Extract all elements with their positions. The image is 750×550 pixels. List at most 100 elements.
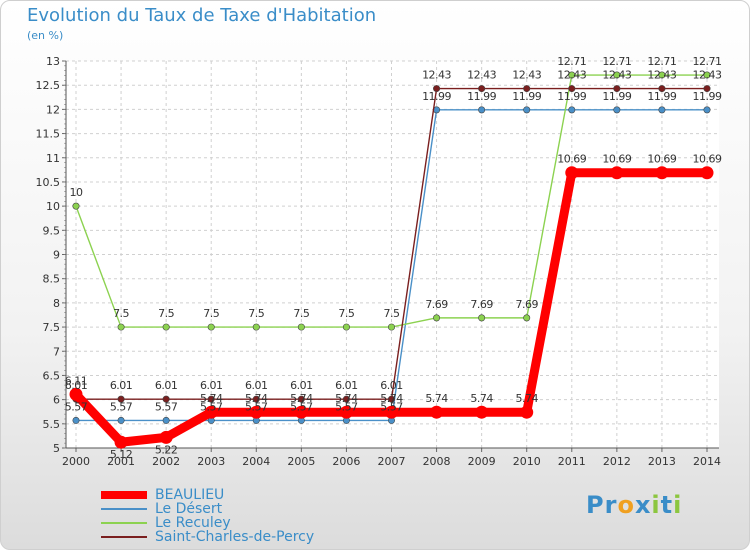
- data-label: 6.01: [380, 379, 403, 392]
- data-label: 7.5: [113, 307, 129, 320]
- data-label: 11.99: [422, 90, 451, 103]
- data-label: 5.57: [245, 400, 268, 413]
- data-point: [613, 71, 621, 79]
- data-label: 5.57: [155, 400, 178, 413]
- data-point: [523, 106, 531, 114]
- y-tick-label: 11.5: [36, 128, 61, 141]
- legend-label: Le Désert: [155, 501, 223, 517]
- data-label: 6.01: [110, 379, 133, 392]
- data-label: 12.71: [693, 55, 722, 68]
- logo-letter: i: [651, 491, 661, 519]
- data-point: [523, 85, 531, 93]
- data-label: 6.01: [155, 379, 178, 392]
- data-point: [433, 314, 441, 322]
- data-point: [613, 85, 621, 93]
- data-label: 6.01: [290, 379, 313, 392]
- data-label: 10.69: [557, 153, 586, 166]
- y-tick-label: 5.5: [43, 418, 61, 431]
- data-point: [117, 323, 125, 331]
- data-label: 10: [70, 186, 83, 199]
- x-tick-label: 2012: [603, 455, 631, 468]
- series-saint-charles-de-percy: [72, 85, 711, 403]
- data-label: 11.99: [512, 90, 541, 103]
- data-label: 12.43: [647, 69, 676, 82]
- data-label: 12.43: [422, 69, 451, 82]
- data-label: 5.74: [200, 392, 223, 405]
- data-label: 7.69: [425, 298, 448, 311]
- y-tick-label: 5: [53, 442, 60, 455]
- data-label: 12.43: [557, 69, 586, 82]
- data-label: 7.5: [203, 307, 219, 320]
- data-point: [703, 85, 711, 93]
- logo-letter: i: [673, 491, 683, 519]
- data-point: [658, 85, 666, 93]
- logo-letter: t: [660, 491, 674, 519]
- data-point: [252, 395, 260, 403]
- data-label: 5.74: [425, 392, 448, 405]
- data-label: 5.74: [470, 392, 493, 405]
- data-label: 11.99: [467, 90, 496, 103]
- data-point: [342, 323, 350, 331]
- data-point: [433, 85, 441, 93]
- data-point: [114, 435, 128, 449]
- logo-letter: o: [617, 491, 635, 519]
- data-point: [385, 405, 398, 419]
- series-le-d-sert: [72, 106, 711, 424]
- legend-label: Le Reculey: [155, 515, 231, 531]
- data-label: 5.57: [65, 400, 88, 413]
- x-tick-label: 2010: [513, 455, 541, 468]
- data-label: 6.01: [335, 379, 358, 392]
- data-point: [523, 314, 531, 322]
- data-point: [655, 166, 669, 180]
- legend-label: BEAULIEU: [155, 487, 225, 503]
- logo-letter: r: [604, 491, 618, 519]
- data-point: [478, 314, 486, 322]
- y-tick-label: 12.5: [36, 79, 61, 92]
- data-label: 5.74: [335, 392, 358, 405]
- data-point: [204, 405, 218, 419]
- data-label: 6.01: [65, 379, 88, 392]
- data-label: 6.01: [200, 379, 223, 392]
- y-tick-label: 10.5: [36, 176, 61, 189]
- data-label: 11.99: [602, 90, 631, 103]
- y-tick-label: 6: [53, 394, 60, 407]
- data-point: [297, 323, 305, 331]
- data-point: [520, 405, 534, 419]
- data-label: 6.01: [245, 379, 268, 392]
- data-point: [207, 395, 215, 403]
- data-label: 11.99: [693, 90, 722, 103]
- data-point: [430, 405, 444, 419]
- data-label: 11.99: [647, 90, 676, 103]
- legend-swatch: [101, 522, 147, 524]
- data-label: 12.71: [602, 55, 631, 68]
- data-point: [703, 71, 711, 79]
- data-point: [162, 416, 170, 424]
- logo-letter: x: [634, 491, 652, 519]
- data-point: [475, 405, 489, 419]
- data-point: [339, 405, 353, 419]
- data-point: [117, 395, 125, 403]
- data-label: 5.57: [200, 400, 223, 413]
- x-tick-label: 2007: [378, 455, 406, 468]
- data-label: 12.71: [647, 55, 676, 68]
- data-point: [610, 166, 624, 180]
- x-tick-label: 2004: [242, 455, 270, 468]
- y-tick-label: 7: [53, 345, 60, 358]
- legend-label: Saint-Charles-de-Percy: [155, 529, 315, 545]
- data-point: [565, 166, 579, 180]
- x-tick-label: 2008: [423, 455, 451, 468]
- y-tick-label: 8.5: [43, 273, 61, 286]
- data-label: 5.57: [335, 400, 358, 413]
- legend-swatch: [101, 508, 147, 510]
- data-label: 12.43: [512, 69, 541, 82]
- y-tick-label: 9: [53, 249, 60, 262]
- legend-swatch: [101, 491, 147, 499]
- data-label: 5.74: [515, 392, 538, 405]
- x-tick-label: 2006: [332, 455, 360, 468]
- data-label: 12.43: [467, 69, 496, 82]
- data-label: 5.12: [110, 448, 133, 461]
- data-label: 7.5: [293, 307, 309, 320]
- data-point: [159, 430, 173, 444]
